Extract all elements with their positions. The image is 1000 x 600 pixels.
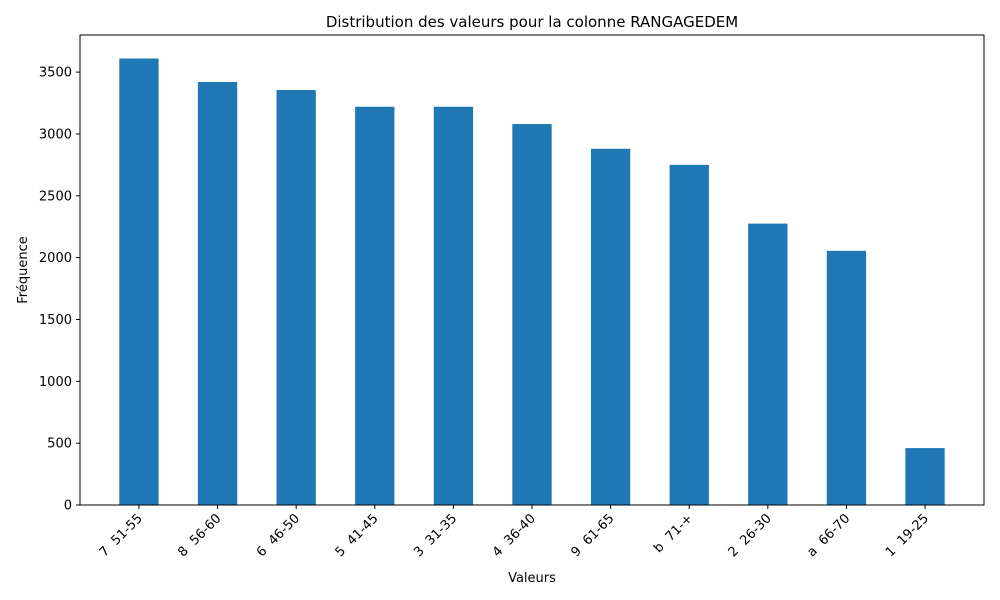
bar-4 — [433, 106, 474, 506]
bar-1 — [197, 82, 238, 505]
x-tick-label: 3 31-35 — [411, 511, 460, 560]
x-axis: 7 51-55 8 56-60 6 46-50 5 41-45 3 31-35 4 36-… — [97, 505, 932, 560]
y-tick-label: 3500 — [39, 66, 72, 81]
x-axis-label: Valeurs — [508, 571, 556, 586]
x-tick-label: 9 61-65 — [568, 511, 617, 560]
x-tick-label: b 71-+ — [651, 511, 696, 556]
bar-8 — [748, 223, 788, 505]
y-axis-label: Fréquence — [16, 236, 31, 303]
x-tick-label: 4 36-40 — [490, 511, 539, 560]
bar-7 — [669, 164, 709, 505]
y-axis: 0 500 1000 1500 2000 2500 3000 3500 — [39, 66, 80, 514]
bar-3 — [355, 106, 395, 506]
bar-0 — [119, 58, 159, 505]
x-tick-label: 7 51-55 — [97, 511, 146, 560]
x-tick-label: 5 41-45 — [333, 511, 382, 560]
y-tick-label: 500 — [47, 437, 72, 452]
y-tick-label: 0 — [64, 499, 72, 514]
x-tick-label: 1 19-25 — [883, 511, 932, 560]
bar-5 — [512, 124, 552, 506]
y-tick-label: 1500 — [39, 313, 72, 328]
plot-frame — [79, 34, 985, 506]
bar-10 — [905, 448, 945, 505]
x-tick-label: a 66-70 — [804, 511, 853, 560]
bars-layer — [119, 58, 945, 506]
bar-2 — [276, 90, 316, 505]
y-tick-label: 2500 — [39, 189, 72, 204]
bar-6 — [590, 148, 631, 506]
y-tick-label: 1000 — [39, 375, 72, 390]
y-tick-label: 2000 — [39, 251, 72, 266]
x-tick-label: 2 26-30 — [726, 511, 775, 560]
x-tick-label: 6 46-50 — [254, 511, 303, 560]
x-tick-label: 8 56-60 — [175, 511, 224, 560]
y-tick-label: 3000 — [39, 127, 72, 142]
bar-9 — [826, 250, 867, 505]
chart-title: Distribution des valeurs pour la colonne… — [326, 13, 738, 31]
